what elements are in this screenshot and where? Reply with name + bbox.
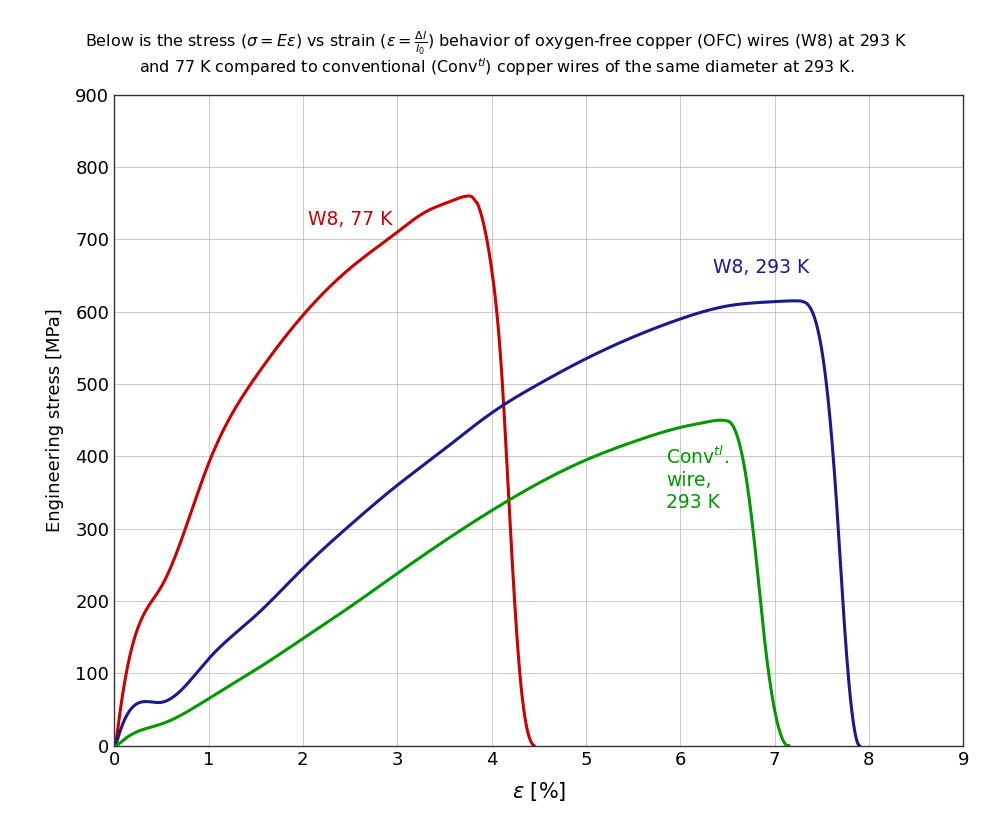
Text: W8, 293 K: W8, 293 K: [713, 258, 809, 277]
Y-axis label: Engineering stress [MPa]: Engineering stress [MPa]: [47, 308, 65, 532]
Text: W8, 77 K: W8, 77 K: [308, 209, 392, 228]
Text: Below is the stress ($\sigma = E\epsilon$) vs strain ($\epsilon = \frac{\Delta l: Below is the stress ($\sigma = E\epsilon…: [85, 29, 908, 57]
Text: and 77 K compared to conventional (Conv$^{tl}$) copper wires of the same diamete: and 77 K compared to conventional (Conv$…: [139, 56, 854, 77]
X-axis label: $\varepsilon$ [%]: $\varepsilon$ [%]: [511, 780, 566, 803]
Text: Conv$^{tl}$.
wire,
293 K: Conv$^{tl}$. wire, 293 K: [666, 446, 729, 512]
